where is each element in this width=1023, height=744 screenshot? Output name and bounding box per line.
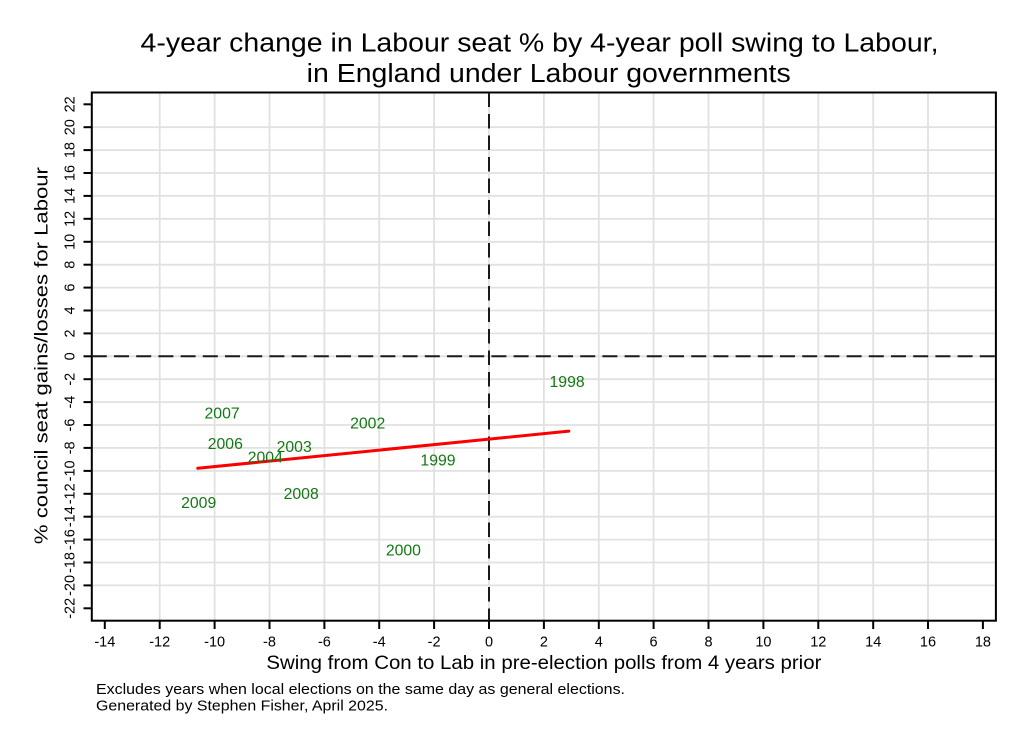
svg-text:4-year change in Labour seat %: 4-year change in Labour seat % by 4-year… xyxy=(141,30,939,58)
svg-text:-6: -6 xyxy=(318,634,331,650)
svg-text:-10: -10 xyxy=(204,634,225,650)
svg-text:Generated by Stephen Fisher, A: Generated by Stephen Fisher, April 2025. xyxy=(96,698,388,714)
svg-text:-6: -6 xyxy=(63,419,79,432)
svg-text:6: 6 xyxy=(63,284,79,292)
svg-text:-8: -8 xyxy=(63,441,79,454)
svg-text:Swing from Con to Lab in pre-e: Swing from Con to Lab in pre-election po… xyxy=(266,652,822,674)
svg-text:-8: -8 xyxy=(263,634,276,650)
svg-text:-12: -12 xyxy=(63,483,79,504)
svg-text:14: 14 xyxy=(63,188,79,204)
svg-text:-2: -2 xyxy=(63,373,79,386)
svg-text:2007: 2007 xyxy=(205,406,240,423)
svg-text:-14: -14 xyxy=(94,634,115,650)
svg-text:6: 6 xyxy=(650,634,658,650)
svg-text:2009: 2009 xyxy=(181,495,216,512)
svg-text:4: 4 xyxy=(595,634,603,650)
svg-text:10: 10 xyxy=(63,234,79,250)
svg-text:0: 0 xyxy=(485,634,493,650)
svg-text:18: 18 xyxy=(975,634,991,650)
svg-text:20: 20 xyxy=(63,119,79,135)
svg-text:8: 8 xyxy=(63,261,79,269)
svg-text:2: 2 xyxy=(540,634,548,650)
svg-text:% council seat gains/losses fo: % council seat gains/losses for Labour xyxy=(31,167,51,544)
svg-text:-4: -4 xyxy=(373,634,386,650)
svg-text:2006: 2006 xyxy=(208,436,243,453)
svg-text:-10: -10 xyxy=(63,460,79,481)
svg-text:2003: 2003 xyxy=(277,439,312,456)
svg-text:0: 0 xyxy=(63,352,79,360)
svg-text:16: 16 xyxy=(920,634,936,650)
svg-text:-20: -20 xyxy=(63,575,79,596)
svg-text:12: 12 xyxy=(63,211,79,227)
svg-text:10: 10 xyxy=(755,634,771,650)
svg-text:2000: 2000 xyxy=(386,542,421,559)
svg-text:22: 22 xyxy=(63,96,79,112)
svg-text:-16: -16 xyxy=(63,529,79,550)
svg-text:4: 4 xyxy=(63,306,79,314)
svg-text:8: 8 xyxy=(704,634,712,650)
svg-text:12: 12 xyxy=(810,634,826,650)
svg-text:-22: -22 xyxy=(63,598,79,619)
svg-text:18: 18 xyxy=(63,142,79,158)
svg-text:-18: -18 xyxy=(63,552,79,573)
svg-text:14: 14 xyxy=(865,634,881,650)
svg-text:16: 16 xyxy=(63,165,79,181)
svg-text:-14: -14 xyxy=(63,506,79,527)
svg-text:-2: -2 xyxy=(428,634,441,650)
svg-text:2004: 2004 xyxy=(248,450,283,467)
svg-text:-12: -12 xyxy=(149,634,170,650)
svg-text:2: 2 xyxy=(63,329,79,337)
svg-text:in England under Labour govern: in England under Labour governments xyxy=(307,60,791,88)
svg-text:2002: 2002 xyxy=(350,416,385,433)
svg-text:2008: 2008 xyxy=(284,486,319,503)
svg-text:1999: 1999 xyxy=(420,453,455,470)
svg-text:Excludes years when local elec: Excludes years when local elections on t… xyxy=(96,682,625,698)
svg-text:1998: 1998 xyxy=(550,374,585,391)
svg-text:-4: -4 xyxy=(63,396,79,409)
